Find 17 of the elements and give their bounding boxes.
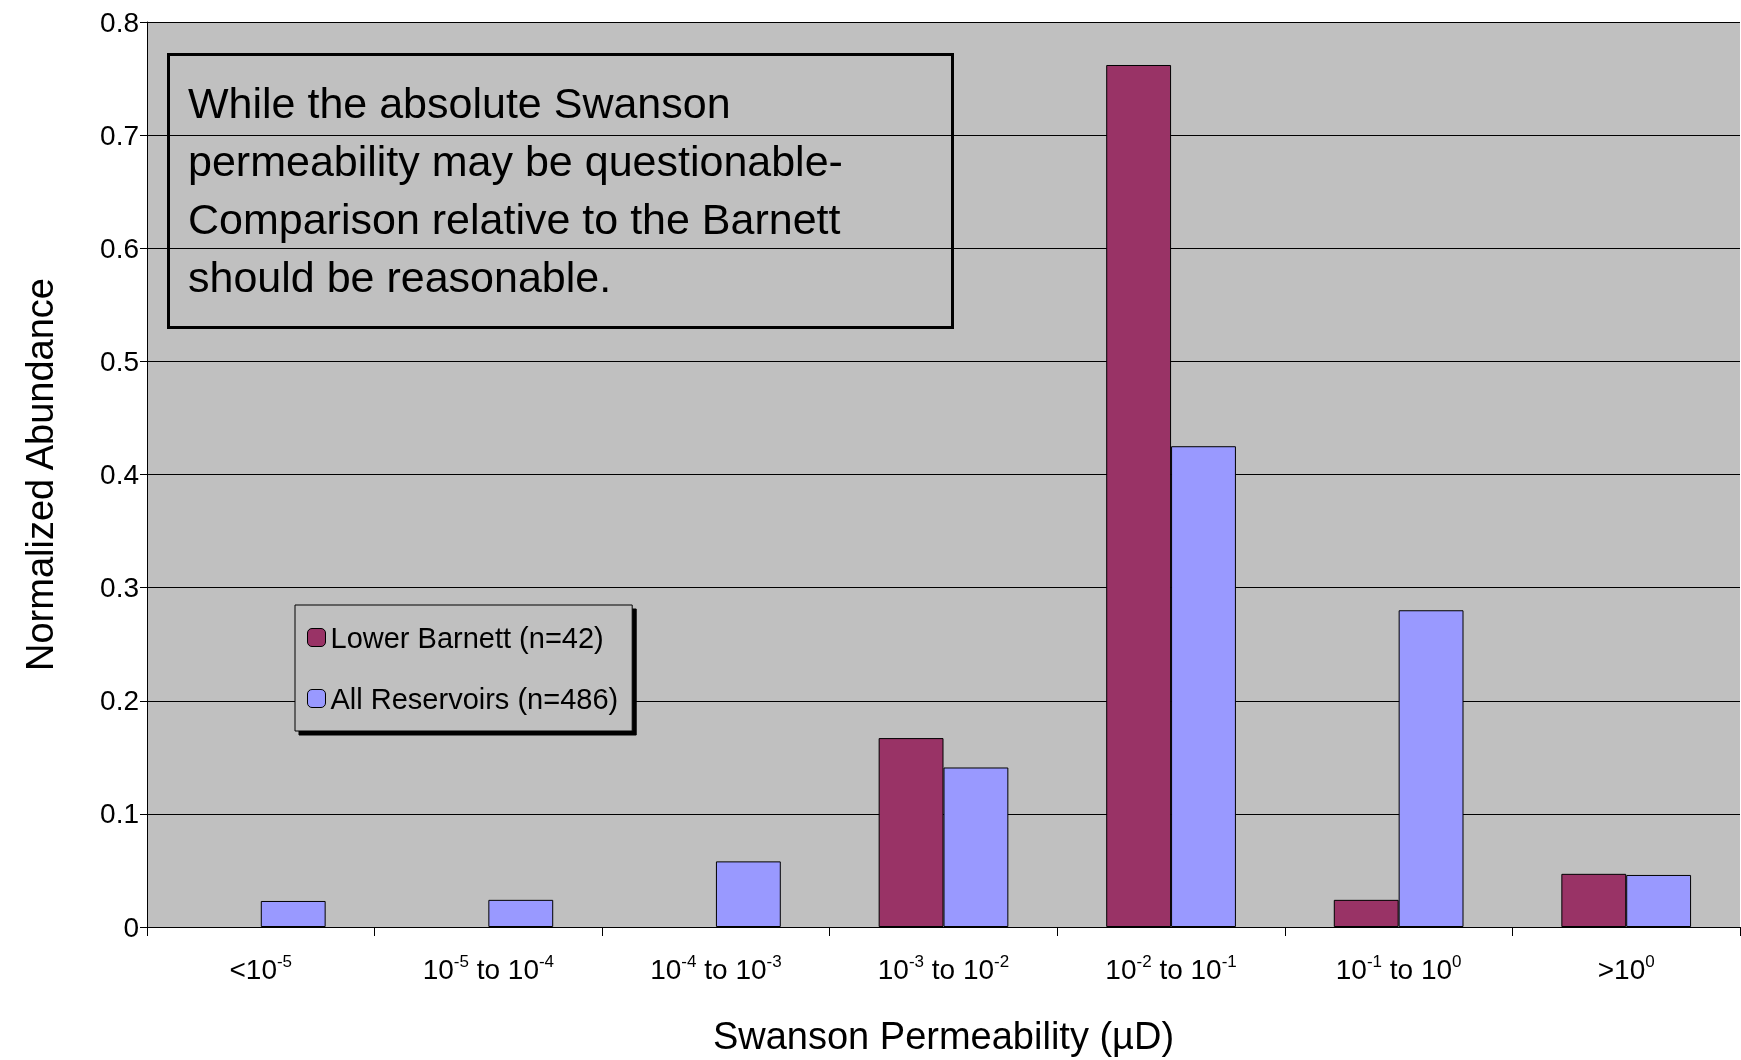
bar xyxy=(488,899,554,927)
bar xyxy=(715,861,781,927)
y-tick-label: 0.2 xyxy=(100,685,139,717)
legend-label: Lower Barnett (n=42) xyxy=(330,621,604,654)
y-tick-label: 0.3 xyxy=(100,572,139,604)
y-axis-title: Normalized Abundance xyxy=(19,278,61,671)
annotation: While the absolute Swanson permeability may be questionable- Comparison relative to the Barnett should be reasonable. xyxy=(188,79,855,301)
y-tick-label: 0.6 xyxy=(100,232,139,264)
y-tick-label: 0.7 xyxy=(100,119,139,151)
y-tick-label: 0 xyxy=(123,911,139,943)
legend-label: All Reservoirs (n=486) xyxy=(330,682,619,715)
y-tick-label: 0.4 xyxy=(100,459,139,490)
bar xyxy=(260,900,326,927)
x-axis-title: Swanson Permeability (µD) xyxy=(712,1015,1175,1057)
y-tick-label: 0.8 xyxy=(100,6,139,38)
y-tick-label: 0.1 xyxy=(100,798,139,830)
y-tick-label: 0.5 xyxy=(100,345,139,377)
